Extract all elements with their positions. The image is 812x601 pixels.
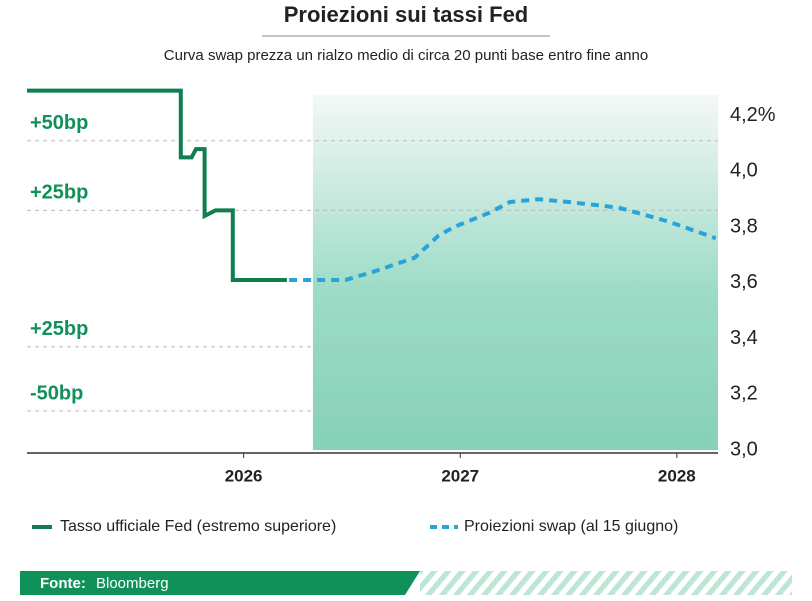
reference-label: -50bp xyxy=(30,382,83,404)
legend-label: Tasso ufficiale Fed (estremo superiore) xyxy=(60,518,336,535)
y-tick-label: 4,0 xyxy=(730,160,758,182)
y-tick-label: 3,8 xyxy=(730,215,758,237)
x-tick-label: 2026 xyxy=(225,466,263,485)
x-tick-label: 2027 xyxy=(441,466,479,485)
reference-label: +25bp xyxy=(30,318,88,340)
source-label: Fonte: xyxy=(40,575,86,592)
y-tick-label: 3,0 xyxy=(730,438,758,460)
chart-subtitle: Curva swap prezza un rialzo medio di cir… xyxy=(164,47,648,64)
footer-band xyxy=(20,571,420,595)
projection-shade xyxy=(312,95,718,450)
series-line xyxy=(289,197,717,282)
footer-hatch xyxy=(420,571,792,595)
x-tick-label: 2028 xyxy=(658,466,696,485)
chart-title: Proiezioni sui tassi Fed xyxy=(284,2,529,27)
y-tick-label: 4,2% xyxy=(730,104,776,126)
legend-label: Proiezioni swap (al 15 giugno) xyxy=(464,518,678,535)
series-line xyxy=(27,88,287,282)
y-tick-label: 3,2 xyxy=(730,383,758,405)
plot-area: +50bp +25bp +25bp -50bp 3,0 3,2 3,4 3,6 3,8 4,0 4,… xyxy=(27,88,776,485)
y-tick-label: 3,4 xyxy=(730,327,758,349)
reference-label: +50bp xyxy=(30,112,88,134)
reference-label: +25bp xyxy=(30,182,88,204)
y-tick-label: 3,6 xyxy=(730,271,758,293)
source: Bloomberg xyxy=(96,575,169,592)
